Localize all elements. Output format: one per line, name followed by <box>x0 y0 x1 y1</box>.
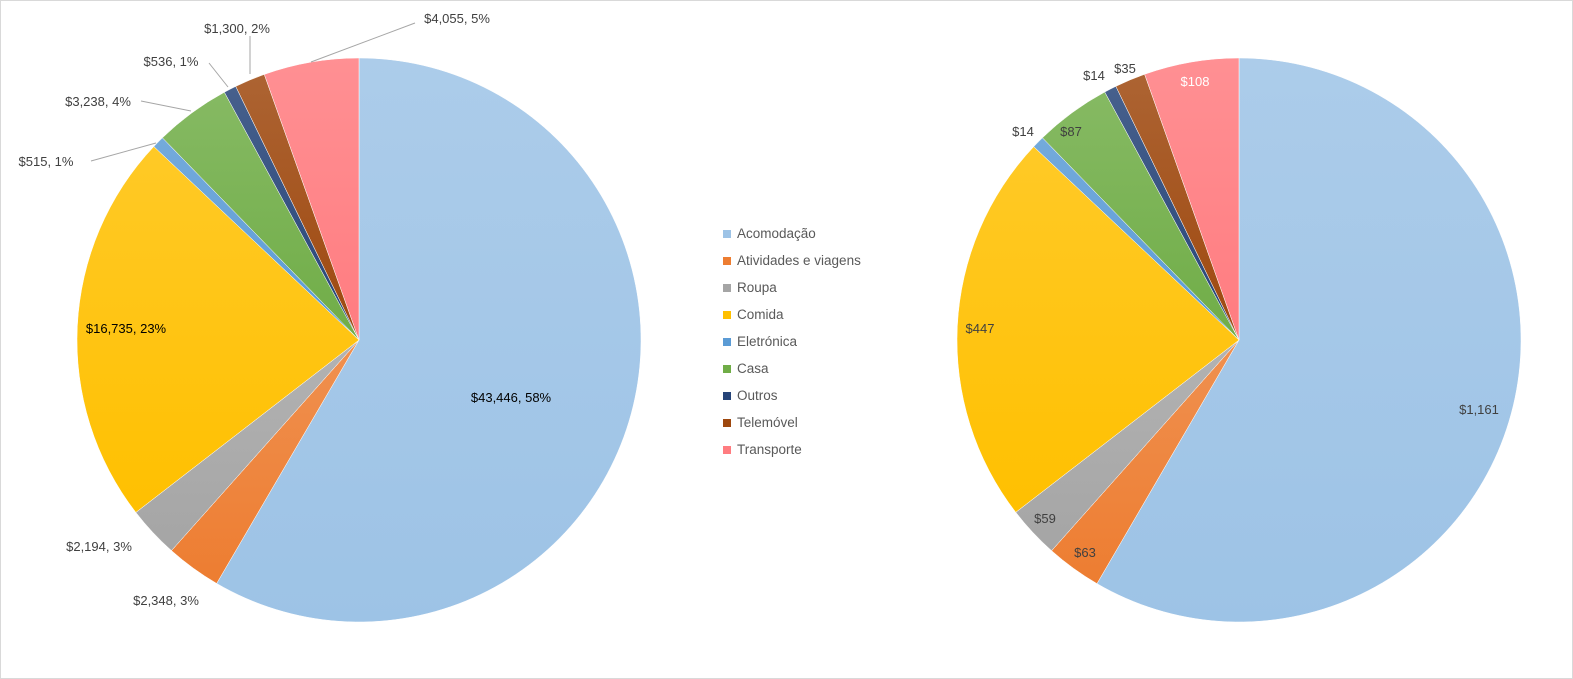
legend-label: Telemóvel <box>737 415 798 430</box>
data-label: $108 <box>1181 74 1210 89</box>
pie-slice-2-0 <box>1096 57 1522 623</box>
pie-slice-1-8 <box>263 57 360 341</box>
legend-item: Acomodação <box>723 220 861 247</box>
legend-item: Roupa <box>723 274 861 301</box>
legend-label: Atividades e viagens <box>737 253 861 268</box>
legend-swatch <box>723 337 731 346</box>
legend-item: Eletrónica <box>723 328 861 355</box>
legend-label: Roupa <box>737 280 777 295</box>
legend-swatch <box>723 283 731 292</box>
data-label: $2,348, 3% <box>133 593 199 608</box>
legend-label: Comida <box>737 307 784 322</box>
data-label: $35 <box>1114 61 1136 76</box>
pie-slice-2-8 <box>1144 57 1240 341</box>
pie-slice-1-0 <box>216 57 642 623</box>
pie-slice-2-3 <box>956 146 1240 513</box>
data-label: $2,194, 3% <box>66 539 132 554</box>
legend-swatch <box>723 229 731 238</box>
leader-line <box>140 100 192 112</box>
data-label: $447 <box>966 321 995 336</box>
legend-item: Transporte <box>723 436 861 463</box>
data-label: $43,446, 58% <box>471 390 552 405</box>
legend-swatch <box>723 256 731 265</box>
data-label: $1,161 <box>1459 402 1499 417</box>
legend-label: Acomodação <box>737 226 816 241</box>
data-label: $59 <box>1034 511 1056 526</box>
leader-line <box>310 22 416 63</box>
data-label: $4,055, 5% <box>424 11 490 26</box>
data-label: $515, 1% <box>19 154 74 169</box>
legend-swatch <box>723 391 731 400</box>
legend-label: Casa <box>737 361 769 376</box>
legend-swatch <box>723 445 731 454</box>
legend-item: Casa <box>723 355 861 382</box>
legend-swatch <box>723 418 731 427</box>
legend-swatch <box>723 310 731 319</box>
data-label: $16,735, 23% <box>86 321 167 336</box>
legend-label: Transporte <box>737 442 802 457</box>
data-label: $1,300, 2% <box>204 21 270 36</box>
legend-swatch <box>723 364 731 373</box>
data-label: $3,238, 4% <box>65 94 131 109</box>
leader-line <box>90 142 157 162</box>
legend-label: Eletrónica <box>737 334 798 349</box>
legend-item: Comida <box>723 301 861 328</box>
legend-item: Telemóvel <box>723 409 861 436</box>
data-label: $14 <box>1083 68 1105 83</box>
data-label: $14 <box>1012 124 1034 139</box>
pie-slice-1-3 <box>76 146 360 513</box>
data-label: $63 <box>1074 545 1096 560</box>
legend-item: Outros <box>723 382 861 409</box>
legend: Acomodação Atividades e viagens Roupa Co… <box>723 220 861 463</box>
legend-label: Outros <box>737 388 778 403</box>
data-label: $536, 1% <box>144 54 199 69</box>
data-label: $87 <box>1060 124 1082 139</box>
leader-line <box>208 62 229 88</box>
legend-item: Atividades e viagens <box>723 247 861 274</box>
